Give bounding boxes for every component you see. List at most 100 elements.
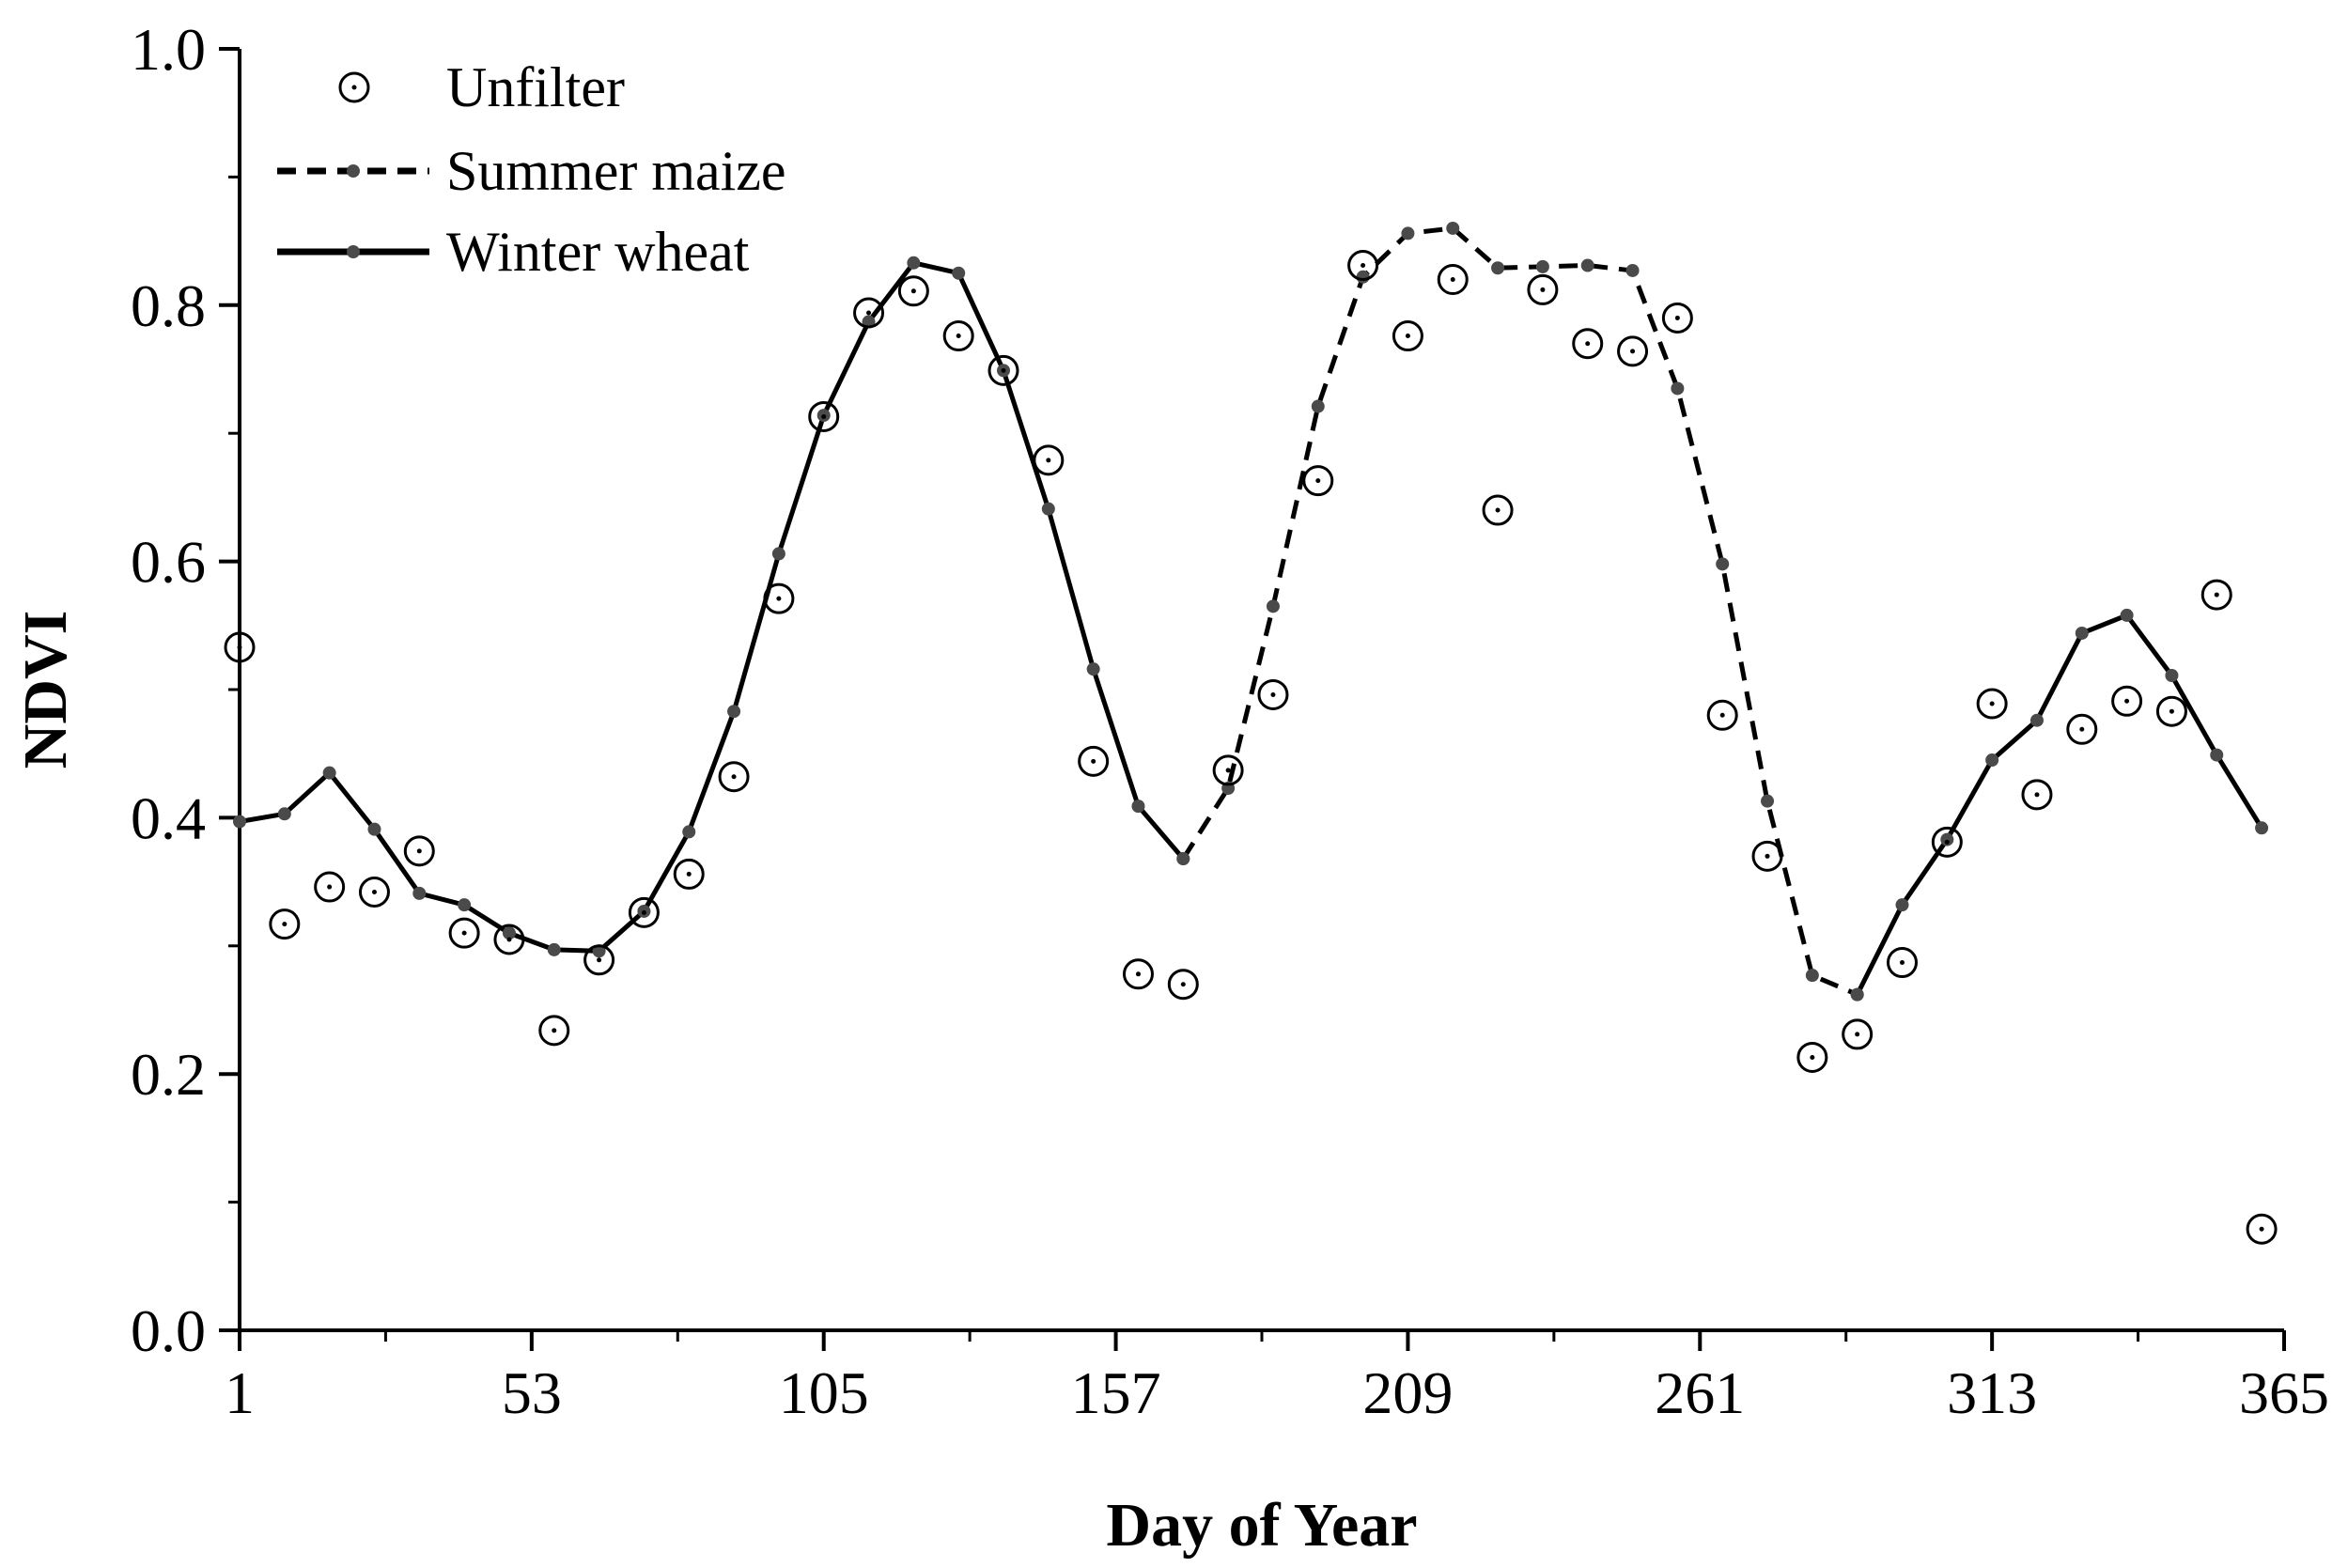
winter-wheat-point	[502, 926, 516, 940]
summer-maize-point	[1356, 270, 1370, 284]
unfilter-point	[538, 1015, 570, 1047]
unfilter-point-center	[597, 957, 602, 963]
winter-wheat-point	[2255, 821, 2269, 835]
legend-unfilter-marker	[338, 71, 370, 103]
unfilter-point	[853, 297, 885, 329]
unfilter-point	[1122, 958, 1154, 990]
unfilter-point	[2246, 1213, 2278, 1245]
unfilter-point	[224, 631, 256, 663]
x-tick-label: 313	[1947, 1359, 2037, 1426]
unfilter-point-center	[1765, 853, 1770, 859]
unfilter-point	[942, 320, 974, 352]
x-tick-label: 53	[502, 1359, 562, 1426]
winter-wheat-point	[547, 942, 561, 956]
summer-maize-point	[1401, 226, 1415, 241]
unfilter-point-center	[461, 930, 467, 936]
unfilter-point-center	[1855, 1032, 1860, 1037]
summer-maize-point	[1491, 261, 1505, 275]
unfilter-point-center	[1719, 712, 1725, 718]
winter-wheat-point	[862, 315, 876, 329]
winter-wheat-point	[458, 898, 472, 912]
legend-winter-wheat-marker	[347, 245, 360, 258]
unfilter-point-center	[1361, 263, 1366, 269]
unfilter-point-center	[1001, 367, 1006, 373]
unfilter-point-center	[866, 310, 872, 316]
summer-maize-point	[1580, 258, 1594, 272]
unfilter-point-center	[731, 774, 737, 780]
unfilter-point	[403, 835, 435, 867]
unfilter-point	[448, 917, 480, 949]
unfilter-point	[1572, 328, 1604, 360]
winter-wheat-point	[322, 766, 336, 780]
legend-item-summer-maize: Summer maize	[277, 140, 786, 202]
unfilter-point	[269, 908, 301, 940]
unfilter-point	[808, 400, 840, 432]
unfilter-point	[628, 896, 660, 928]
x-axis-ticks: 1 53 105 157 209 261 313 365	[225, 1330, 2329, 1426]
unfilter-point	[1033, 444, 1065, 476]
x-tick-label: 105	[779, 1359, 869, 1426]
unfilter-point-center	[416, 848, 422, 854]
unfilter-point	[1617, 335, 1649, 367]
unfilter-point	[2200, 579, 2232, 611]
x-tick-label: 365	[2239, 1359, 2329, 1426]
legend: Unfilter Summer maize Winter wheat	[277, 56, 786, 283]
unfilter-point	[1347, 250, 1379, 282]
unfilter-point-center	[2034, 792, 2040, 798]
unfilter-point-center	[1405, 334, 1410, 339]
summer-maize-point	[1446, 221, 1460, 235]
unfilter-point-center	[1630, 349, 1636, 354]
unfilter-point	[1257, 678, 1289, 710]
winter-wheat-point	[233, 815, 246, 829]
unfilter-point	[1931, 826, 1963, 858]
unfilter-point	[358, 877, 390, 908]
unfilter-point	[763, 582, 795, 614]
winter-wheat-point	[1985, 753, 1999, 768]
unfilter-point	[1078, 745, 1110, 777]
winter-wheat-point	[1176, 852, 1190, 866]
winter-wheat-point	[727, 705, 741, 719]
unfilter-point	[987, 354, 1019, 386]
unfilter-point-center	[1495, 507, 1501, 513]
unfilter-point	[2066, 713, 2098, 745]
unfilter-point	[2021, 779, 2053, 811]
unfilter-point-center	[2214, 592, 2219, 598]
winter-wheat-point	[2165, 668, 2179, 682]
unfilter-point-center	[1270, 691, 1276, 697]
unfilter-point-center	[1315, 478, 1321, 484]
unfilter-point-center	[641, 909, 646, 915]
y-axis-title: NDVI	[11, 611, 80, 769]
winter-wheat-point	[2029, 713, 2044, 727]
unfilter-point	[718, 761, 750, 793]
unfilter-point	[2111, 685, 2143, 717]
legend-unfilter-label: Unfilter	[446, 56, 625, 118]
unfilter-point-center	[2079, 726, 2085, 732]
unfilter-point	[2155, 695, 2187, 727]
winter-wheat-line	[1855, 612, 2264, 996]
unfilter-point-center	[237, 644, 242, 650]
unfilter-point	[1437, 264, 1469, 296]
winter-wheat-point	[367, 822, 381, 836]
summer-maize-point	[1535, 259, 1549, 273]
unfilter-point	[314, 871, 346, 903]
unfilter-point-center	[1180, 982, 1186, 987]
unfilter-point-center	[1091, 758, 1096, 764]
winter-wheat-point	[1850, 987, 1864, 1001]
unfilter-point	[1527, 273, 1559, 305]
series-summer-maize	[1176, 221, 1864, 1001]
unfilter-point-center	[1899, 960, 1905, 966]
winter-wheat-point	[1131, 800, 1145, 814]
unfilter-point-center	[282, 922, 288, 927]
unfilter-point-center	[2124, 698, 2130, 704]
unfilter-point-center	[1046, 458, 1051, 463]
unfilter-point-center	[1989, 701, 1995, 706]
summer-maize-point	[1761, 794, 1775, 808]
winter-wheat-point	[771, 547, 785, 561]
winter-wheat-point	[2120, 608, 2134, 622]
unfilter-point-center	[776, 596, 782, 601]
summer-maize-point	[1266, 599, 1280, 613]
unfilter-point-center	[1944, 839, 1950, 845]
unfilter-point	[1842, 1018, 1874, 1050]
summer-maize-line	[1181, 225, 1858, 997]
unfilter-point	[1392, 320, 1423, 352]
